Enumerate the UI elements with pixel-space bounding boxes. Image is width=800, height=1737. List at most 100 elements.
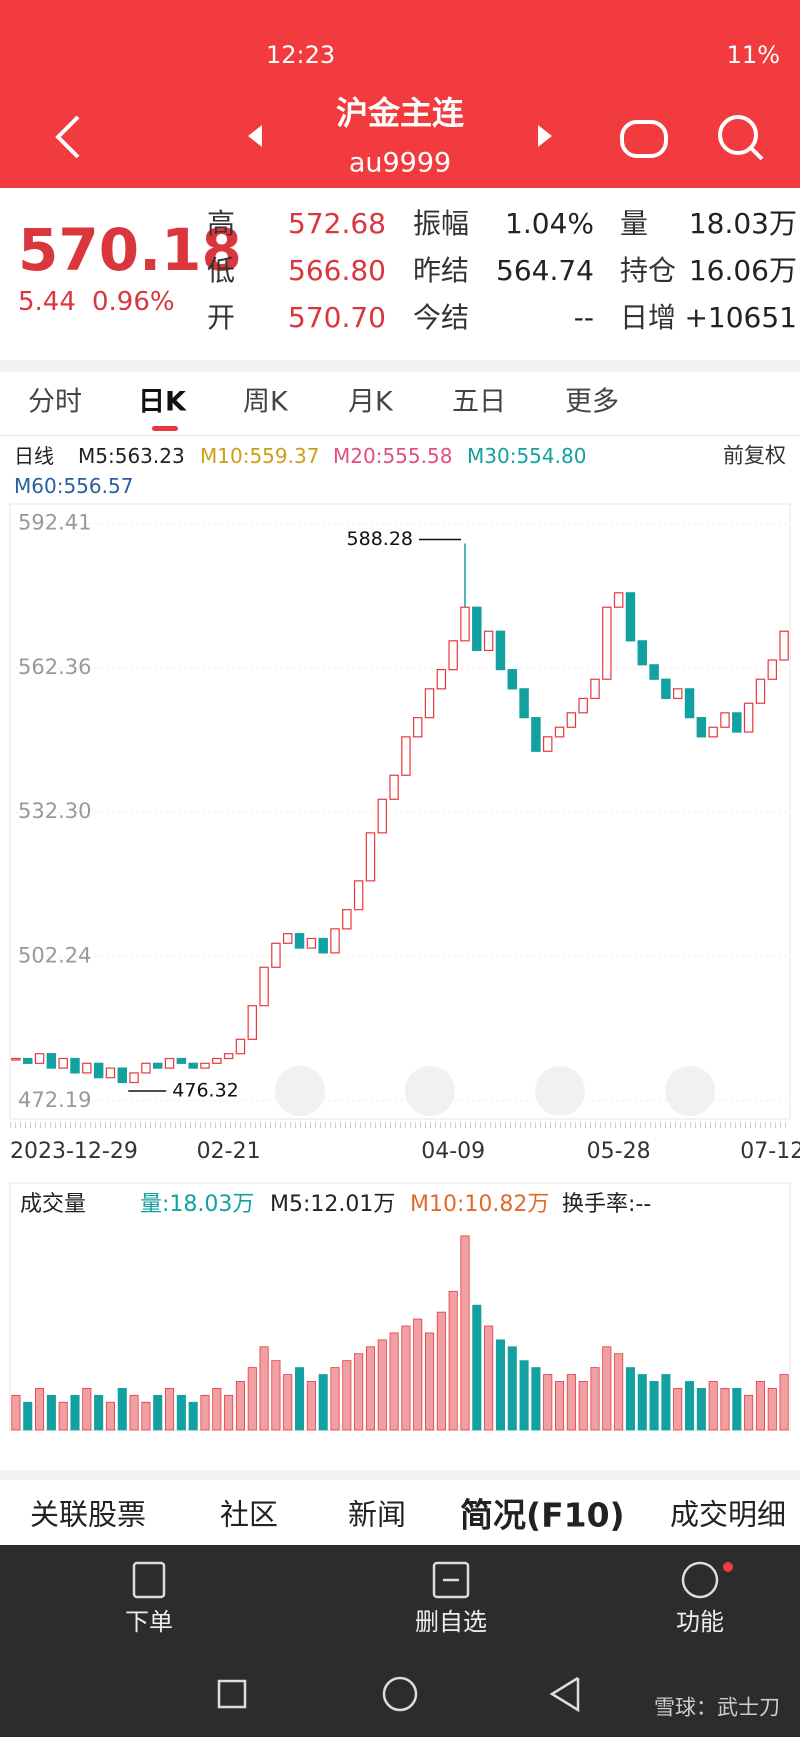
legend-item: M20:555.58 <box>333 444 453 468</box>
quote-value: 18.03万 <box>688 207 797 240</box>
candle <box>82 1062 92 1074</box>
volume-bar <box>212 1388 222 1431</box>
candle <box>58 1057 68 1069</box>
quote-value: 570.70 <box>288 301 386 334</box>
quote-label: 低 <box>207 254 236 287</box>
candle <box>483 630 494 652</box>
tab-underline <box>152 426 178 431</box>
bottom-tab[interactable]: 新闻 <box>348 1497 407 1532</box>
volume-bar <box>413 1318 423 1431</box>
candle <box>93 1062 104 1079</box>
volume-bar <box>365 1346 375 1431</box>
menu-icon <box>681 1561 719 1599</box>
candle <box>602 606 612 680</box>
x-tick-label: 04-09 <box>421 1139 485 1164</box>
candle <box>188 1062 198 1069</box>
volume-label: 成交量 <box>20 1192 87 1217</box>
nav-recent[interactable] <box>217 1679 247 1709</box>
legend-item: 日线 <box>14 444 54 468</box>
tab[interactable]: 日K <box>138 386 186 418</box>
volume-bar <box>342 1360 352 1431</box>
quote-label: 今结 <box>413 301 470 334</box>
candle <box>519 688 529 719</box>
candle <box>259 966 269 1007</box>
quote-label: 昨结 <box>413 254 470 287</box>
volume-bar <box>649 1381 659 1431</box>
volume-bar <box>436 1311 446 1431</box>
candle <box>625 592 636 642</box>
bottom-tab[interactable]: 关联股票 <box>30 1497 147 1532</box>
toolbar-tab[interactable]: 删自选 <box>415 1608 487 1636</box>
zoom-button <box>275 1066 325 1116</box>
robot-icon[interactable] <box>620 120 668 158</box>
tab[interactable]: 更多 <box>565 386 619 418</box>
volume-bar <box>58 1401 68 1431</box>
order-icon <box>132 1561 166 1599</box>
volume-label: 量:18.03万 <box>140 1192 255 1217</box>
tab[interactable]: 周K <box>243 386 288 418</box>
prev-contract[interactable] <box>248 125 262 147</box>
change: 5.44 <box>18 287 76 317</box>
candle <box>164 1057 175 1069</box>
volume-bar <box>519 1360 529 1431</box>
x-tick-label: 02-21 <box>197 1139 261 1164</box>
volume-bar <box>614 1353 624 1431</box>
quote-label: 振幅 <box>413 207 470 240</box>
candle <box>129 1072 139 1084</box>
candle <box>105 1067 116 1079</box>
candle <box>152 1062 163 1069</box>
nav-home[interactable] <box>382 1676 418 1712</box>
candle <box>330 928 340 954</box>
change-pct: 0.96% <box>92 287 175 317</box>
next-contract[interactable] <box>538 125 552 147</box>
bottom-tab[interactable]: 社区 <box>220 1497 279 1532</box>
volume-bar <box>460 1235 470 1431</box>
tab[interactable]: 分时 <box>28 386 82 418</box>
candle <box>743 702 754 733</box>
volume-frame <box>9 1182 791 1431</box>
volume-bar <box>23 1401 33 1431</box>
quote-value: -- <box>573 301 594 334</box>
bottom-divider <box>0 1470 800 1480</box>
y-tick-label: 592.41 <box>18 511 91 535</box>
volume-bar <box>176 1394 186 1431</box>
candle <box>377 798 388 834</box>
volume-bar <box>318 1374 328 1431</box>
annotation: 476.32 <box>172 1079 238 1101</box>
quote-label: 量 <box>620 207 649 240</box>
volume-bar <box>188 1401 198 1431</box>
toolbar-tab[interactable]: 功能 <box>676 1608 724 1636</box>
volume-bar <box>105 1401 115 1431</box>
nav-back[interactable] <box>549 1676 580 1713</box>
candle <box>294 933 305 949</box>
candle <box>767 659 778 680</box>
back-button[interactable] <box>55 115 80 159</box>
divider <box>0 360 800 372</box>
candle <box>247 1005 258 1040</box>
candle <box>318 937 328 954</box>
bottom-tab[interactable]: 简况(F10) <box>460 1495 625 1535</box>
candle <box>200 1062 210 1069</box>
candle <box>70 1057 80 1074</box>
candle <box>342 909 352 930</box>
tab[interactable]: 五日 <box>452 386 506 418</box>
volume-bar <box>259 1346 269 1431</box>
quote-value: +10651 <box>684 301 797 334</box>
search-icon[interactable] <box>718 115 758 155</box>
toolbar-tab[interactable]: 下单 <box>125 1608 173 1636</box>
candle <box>223 1053 234 1060</box>
volume-bar <box>507 1346 517 1431</box>
volume-bar <box>637 1374 647 1431</box>
y-tick-label: 472.19 <box>18 1088 91 1112</box>
volume-bar <box>673 1388 683 1431</box>
candle <box>720 712 730 728</box>
candle <box>507 669 518 690</box>
badge <box>723 1562 733 1572</box>
candle <box>353 880 364 911</box>
candle <box>613 592 624 608</box>
tab[interactable]: 月K <box>348 386 393 418</box>
bottom-tab[interactable]: 成交明细 <box>670 1497 787 1532</box>
candle <box>661 678 671 700</box>
